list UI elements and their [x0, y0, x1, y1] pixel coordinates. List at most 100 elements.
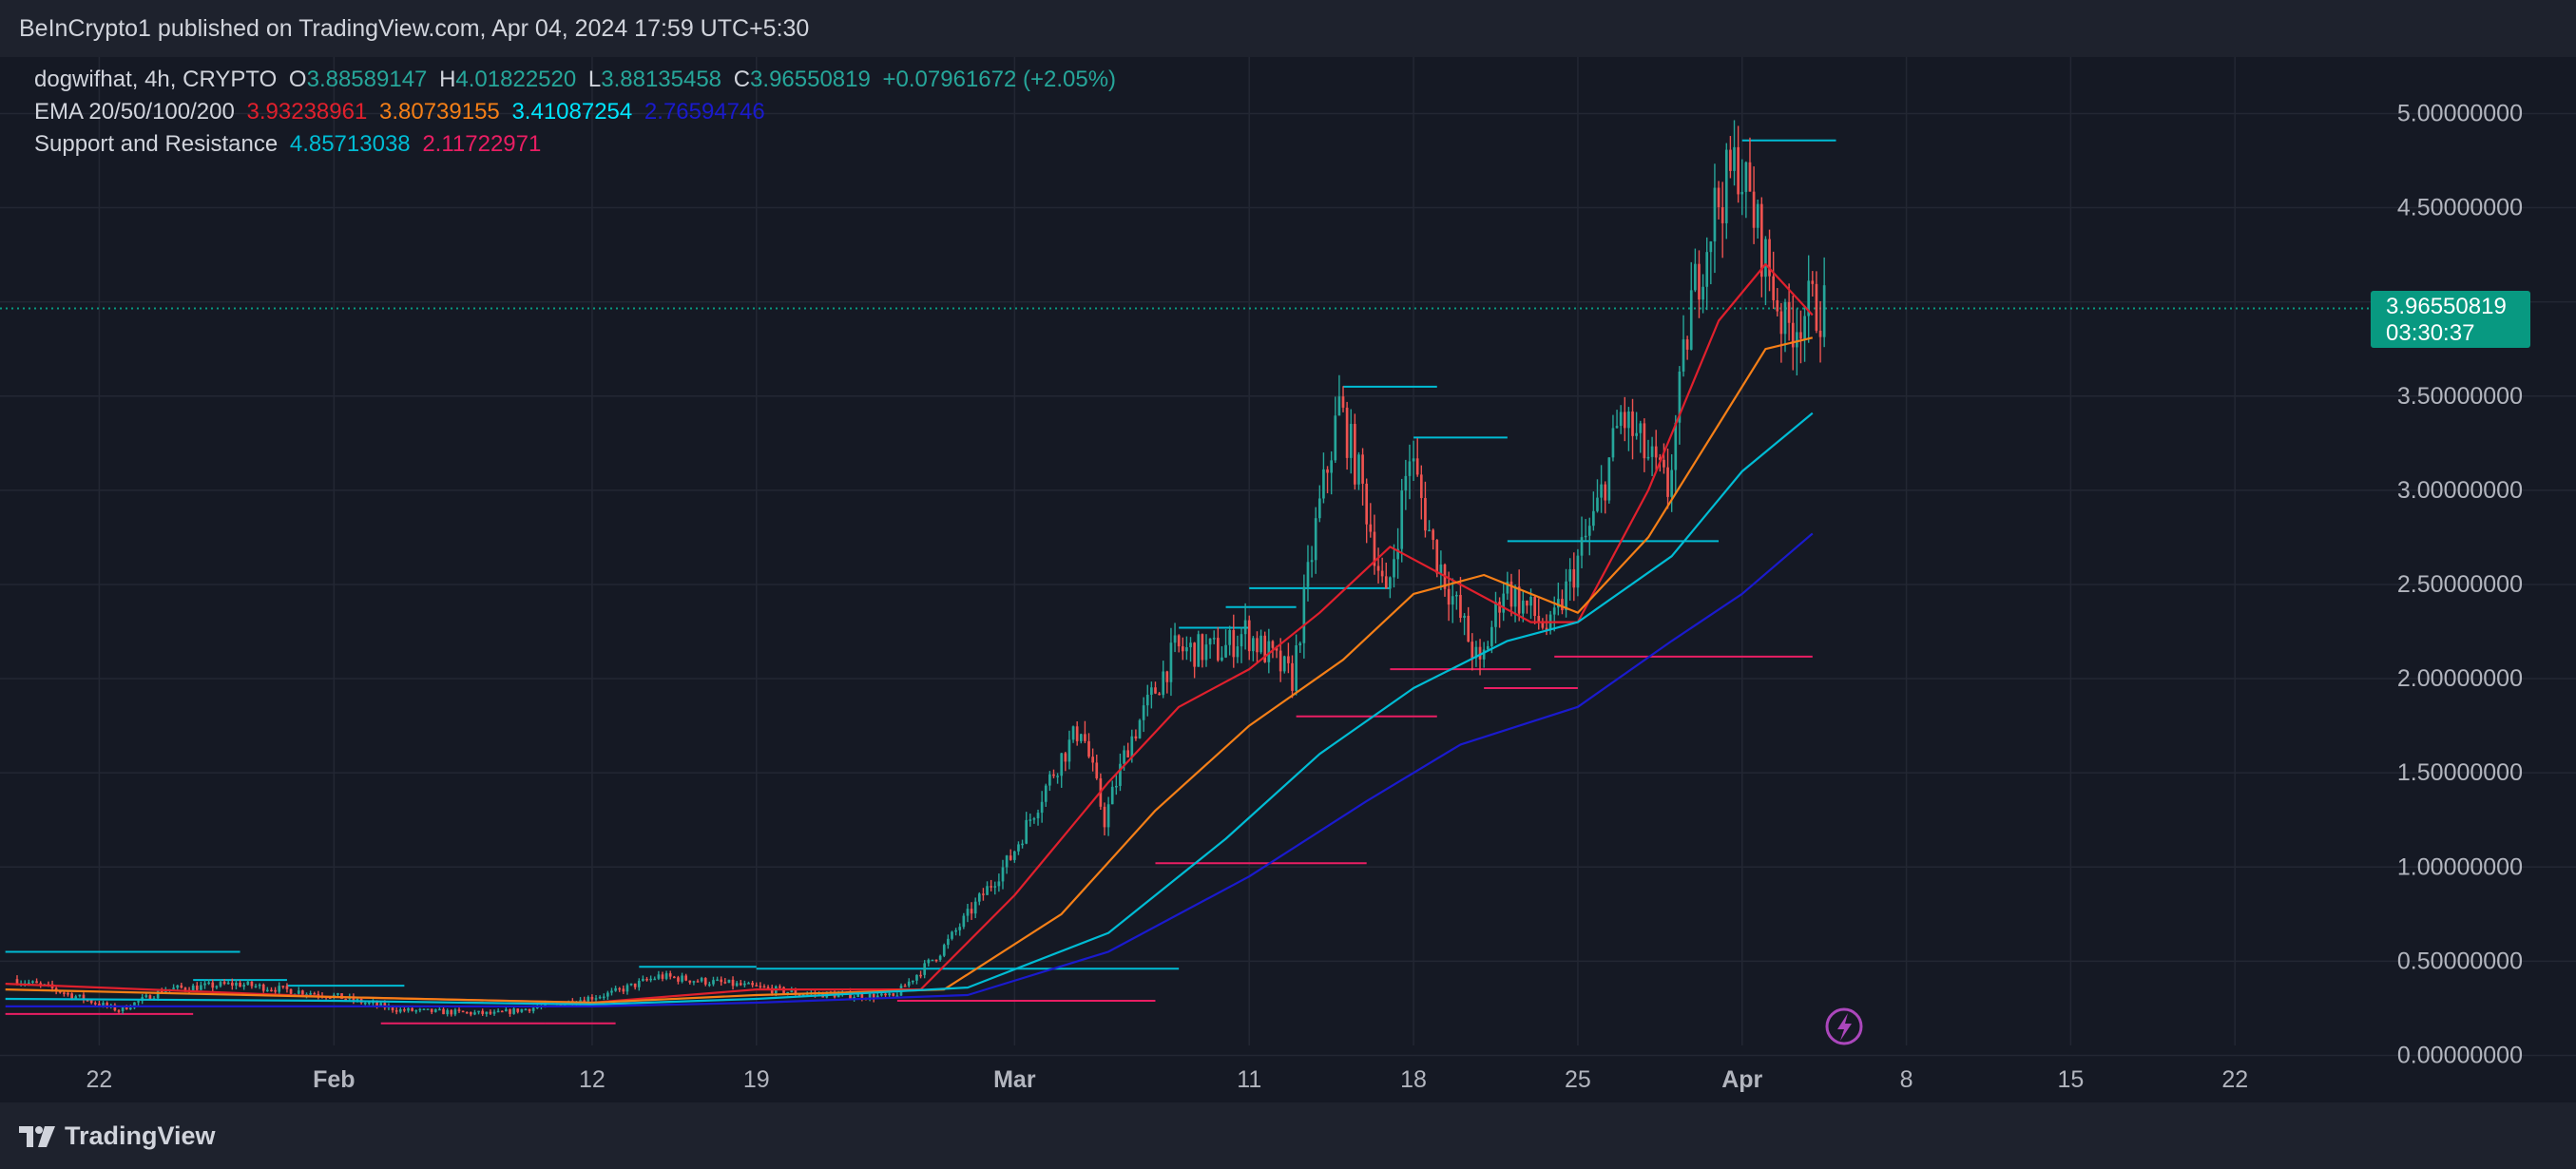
lightning-icon[interactable]	[1825, 1007, 1863, 1045]
candle-body	[723, 982, 727, 984]
candle	[1087, 733, 1090, 758]
candle-body	[1698, 263, 1701, 300]
candle-body	[618, 987, 622, 990]
candle-body	[645, 978, 648, 981]
ema-lines	[5, 262, 1814, 1008]
candle	[727, 979, 731, 984]
candle-body	[137, 1001, 140, 1003]
candle-body	[1807, 280, 1811, 316]
candle	[489, 1009, 492, 1015]
candle-body	[1295, 645, 1298, 691]
candle-body	[1717, 187, 1721, 208]
candle-body	[1162, 671, 1165, 696]
candle	[1713, 163, 1717, 274]
candle	[195, 982, 199, 991]
candle	[1537, 598, 1541, 630]
candle-body	[681, 975, 683, 982]
candle-body	[915, 974, 918, 981]
candle	[1615, 410, 1619, 429]
price-chart[interactable]: 0.00000000 0.50000000 1.00000000 1.50000000…	[0, 57, 2576, 1102]
candle-body	[485, 1011, 489, 1014]
candle-body	[700, 978, 703, 982]
candle	[317, 990, 320, 1000]
candle-body	[751, 983, 754, 986]
candle-body	[986, 886, 989, 895]
price-tick-label: 1.50000000	[2397, 759, 2523, 786]
candle-body	[1412, 458, 1415, 462]
candle-body	[433, 1008, 437, 1012]
candle-body	[954, 929, 957, 932]
candle-body	[1036, 813, 1040, 819]
candle	[285, 983, 289, 993]
candle-body	[121, 1006, 125, 1011]
candle-body	[1607, 457, 1611, 501]
candle	[1282, 655, 1286, 674]
candle-body	[531, 1007, 535, 1011]
candle-body	[1278, 650, 1282, 672]
sr-legend[interactable]: Support and Resistance 4.85713038 2.1172…	[34, 131, 547, 158]
candle-body	[442, 1008, 445, 1015]
candle	[696, 979, 700, 983]
candle-body	[794, 989, 798, 995]
candle-body	[35, 981, 38, 984]
candle-body	[1709, 241, 1713, 253]
candle-body	[770, 987, 774, 994]
candle-body	[872, 993, 875, 999]
candle	[453, 1007, 457, 1017]
candle	[1432, 528, 1434, 550]
candle-body	[1376, 565, 1380, 571]
candle	[1689, 261, 1693, 351]
resistance-value: 4.85713038	[289, 131, 411, 157]
candle-body	[516, 1008, 520, 1012]
candle	[986, 881, 989, 895]
candle-body	[266, 989, 269, 992]
candle-body	[1224, 644, 1227, 658]
candle	[657, 970, 661, 981]
candle	[927, 958, 931, 967]
candle-body	[372, 1002, 375, 1004]
candle-body	[1052, 774, 1055, 776]
candle-body	[1791, 322, 1795, 348]
candle-body	[716, 979, 719, 982]
candle-body	[1079, 734, 1083, 741]
candle	[1326, 466, 1329, 493]
candle-body	[727, 979, 731, 984]
candle	[912, 980, 914, 985]
chart-pane[interactable]	[0, 57, 2576, 1102]
candle-body	[1498, 602, 1501, 613]
candle	[1208, 638, 1212, 660]
candle-body	[1177, 635, 1181, 647]
footer	[0, 1102, 2576, 1169]
candle-body	[211, 982, 215, 988]
candle	[289, 988, 293, 995]
candle	[907, 978, 911, 988]
candle	[1428, 520, 1431, 532]
candle-body	[144, 995, 148, 998]
candle-body	[183, 987, 187, 990]
candle	[137, 1000, 140, 1006]
candle	[1682, 315, 1685, 377]
tradingview-logo[interactable]: TradingView	[19, 1121, 216, 1151]
candle	[629, 983, 633, 987]
candle-body	[1259, 635, 1262, 653]
candle-body	[195, 985, 199, 990]
candle-body	[1650, 446, 1654, 457]
candle-body	[1354, 424, 1356, 485]
candle	[1587, 517, 1591, 556]
candle-body	[594, 998, 598, 1000]
ema-legend[interactable]: EMA 20/50/100/200 3.93238961 3.80739155 …	[34, 99, 771, 125]
candle	[1565, 568, 1567, 618]
candle	[1709, 240, 1713, 285]
published-text: BeInCrypto1 published on TradingView.com…	[19, 15, 810, 42]
candle-body	[1373, 531, 1376, 566]
price-axis[interactable]: 0.00000000 0.50000000 1.00000000 1.50000000…	[2397, 100, 2523, 1068]
candle-body	[403, 1009, 406, 1011]
time-axis[interactable]: 22 Feb 12 19 Mar 11 18 25 Apr 8 15 22	[87, 1066, 2249, 1093]
candle	[1502, 582, 1506, 622]
candle	[1506, 571, 1509, 601]
grid-lines	[0, 57, 2576, 1057]
symbol-legend[interactable]: dogwifhat, 4h, CRYPTO O3.88589147 H4.018…	[34, 67, 1122, 93]
candle	[1287, 642, 1290, 674]
candle-body	[1463, 615, 1466, 618]
candle-body	[528, 1008, 531, 1011]
